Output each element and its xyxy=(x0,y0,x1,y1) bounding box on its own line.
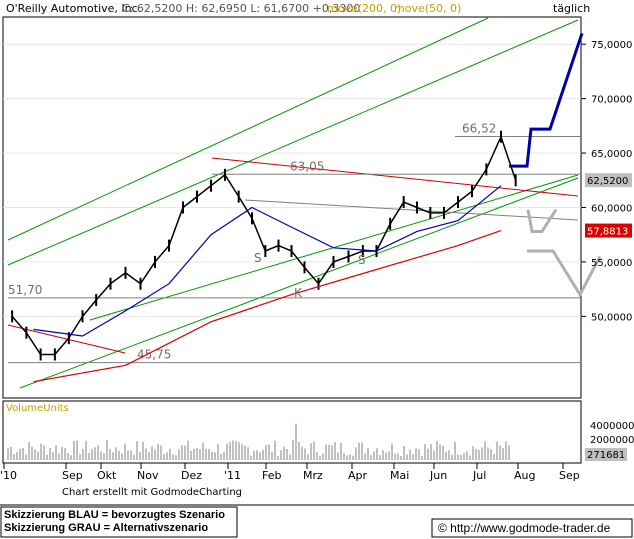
x-tick-label: Sep xyxy=(559,469,580,482)
moving-averages xyxy=(33,185,502,383)
x-tick-label: Aug xyxy=(514,469,535,482)
volume-tick-4m: 4000000 xyxy=(590,421,634,432)
ma50-legend: move(50, 0) xyxy=(394,2,461,15)
legend-gray-text: Skizzierung GRAU = Alternativszenario xyxy=(4,522,209,534)
ma200-badge xyxy=(585,223,632,238)
resistance-line xyxy=(211,157,579,197)
ma200-line xyxy=(33,230,502,383)
scenario-blue-path xyxy=(509,32,584,168)
y-tick-label: 60,0000 xyxy=(591,204,632,215)
trend-line xyxy=(19,177,579,389)
x-tick-label: Jul xyxy=(472,469,486,482)
price-bars xyxy=(11,130,517,361)
scenario-sketches xyxy=(509,32,602,298)
annotation-s: S xyxy=(254,251,262,265)
x-tick-label: Sep xyxy=(62,469,83,482)
price-gridlines xyxy=(3,43,581,317)
price-axis: 75,0000 70,0000 65,0000 60,0000 55,0000 50,00… xyxy=(581,40,632,323)
volume-last-badge xyxy=(585,448,627,461)
ma50-line xyxy=(33,185,502,337)
neckline xyxy=(244,199,579,221)
resistance-line xyxy=(7,324,126,354)
chart-credit: Chart erstellt mit GodmodeCharting xyxy=(62,487,242,498)
annotation-k: K xyxy=(294,286,303,300)
price-quote: C: 62,5200 H: 62,6950 L: 61,6700 +0,3300 xyxy=(122,2,360,15)
last-close-badge xyxy=(585,173,632,188)
x-tick-label: Nov xyxy=(137,469,159,482)
trend-line xyxy=(7,19,579,266)
y-tick-label: 55,0000 xyxy=(591,258,632,269)
chart-title: O'Reilly Automotive, Inc. xyxy=(6,2,141,15)
copyright-box xyxy=(431,518,633,538)
volume-label: VolumeUnits xyxy=(6,403,69,414)
level-label: 45,75 xyxy=(137,348,171,362)
time-axis: '10 Sep Okt Nov Dez '11 Feb Mrz Apr Mai Jun Jul Aug S… xyxy=(0,462,581,482)
copyright-link[interactable]: © http://www.godmode-trader.de xyxy=(438,521,611,535)
x-tick-label: Jun xyxy=(429,469,447,482)
trend-line xyxy=(7,17,489,241)
ma200-label: 57,8813 xyxy=(587,227,628,238)
pattern-annotations: S K S xyxy=(254,251,366,300)
price-line xyxy=(11,134,517,356)
x-tick-label: '10 xyxy=(0,469,17,482)
y-tick-label: 75,0000 xyxy=(591,40,632,51)
legend-box xyxy=(0,506,238,538)
x-tick-label: Mai xyxy=(390,469,409,482)
horizontal-levels: 66,52 63,05 51,70 45,75 xyxy=(8,122,580,364)
level-label: 63,05 xyxy=(290,159,324,173)
y-tick-label: 65,0000 xyxy=(591,149,632,160)
x-tick-label: Feb xyxy=(262,469,281,482)
scenario-gray-path xyxy=(527,249,602,298)
annotation-s: S xyxy=(358,253,366,267)
x-tick-label: Dez xyxy=(181,469,202,482)
x-tick-label: '11 xyxy=(224,469,241,482)
last-close-label: 62,5200 xyxy=(587,176,628,187)
ma200-legend: move(200, 0) xyxy=(327,2,401,15)
volume-panel xyxy=(2,400,582,464)
period-label: täglich xyxy=(553,2,590,15)
legend-blue-text: Skizzierung BLAU = bevorzugtes Szenario xyxy=(4,509,225,521)
level-label: 51,70 xyxy=(8,283,42,297)
x-tick-label: Mrz xyxy=(303,469,323,482)
volume-last-value: 271681 xyxy=(587,450,625,461)
y-tick-label: 50,0000 xyxy=(591,312,632,323)
x-tick-label: Apr xyxy=(348,469,368,482)
x-tick-label: Okt xyxy=(97,469,117,482)
volume-bars xyxy=(7,423,510,460)
y-tick-label: 70,0000 xyxy=(591,95,632,106)
volume-tick-2m: 2000000 xyxy=(590,435,634,446)
scenario-gray-path xyxy=(526,208,558,233)
level-label: 66,52 xyxy=(462,122,496,136)
